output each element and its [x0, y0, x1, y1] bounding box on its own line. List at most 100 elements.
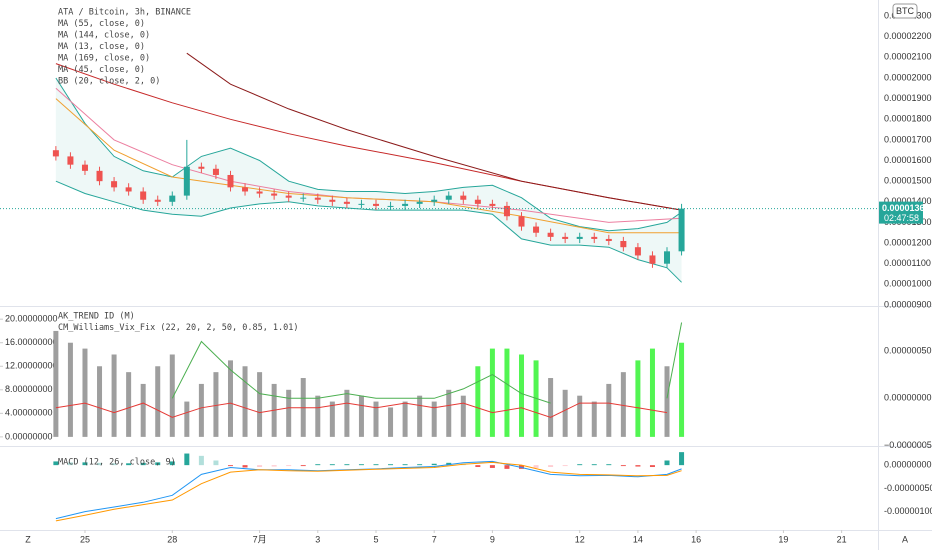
currency-label[interactable]: BTC	[896, 6, 915, 16]
macd-histogram-bar	[155, 462, 161, 466]
vix-bar	[460, 395, 466, 437]
tick-label: 0.00001800	[884, 114, 932, 124]
x-tick-label: 3	[315, 534, 320, 544]
legend-entry: AK_TREND ID (M)	[58, 312, 135, 322]
legend-entry: MACD (12, 26, close, 9)	[58, 458, 176, 468]
macd-histogram-bar	[184, 453, 190, 466]
macd-histogram-bar	[111, 463, 117, 466]
last-price-label: 0.00001367	[882, 203, 930, 213]
macd-histogram-bar	[664, 460, 670, 466]
tick-label: 0.00001900	[884, 93, 932, 103]
tick-label: 0.00000000	[884, 460, 932, 470]
x-tick-label: 21	[837, 534, 847, 544]
last-price-tag	[879, 201, 923, 224]
macd-histogram-bar	[562, 465, 568, 467]
vix-bar	[198, 383, 204, 437]
bollinger-lower	[55, 180, 682, 283]
legend-entry: MA (45, close, 0)	[58, 65, 145, 75]
tick-label: 8.00000000	[5, 384, 53, 394]
vix-bar	[417, 395, 423, 437]
vix-bar	[184, 401, 190, 437]
macd-histogram-bar	[53, 461, 59, 466]
vix-bar	[635, 360, 641, 437]
macd-histogram-bar	[591, 464, 597, 466]
legend-entry: MA (169, close, 0)	[58, 54, 150, 64]
corner-button[interactable]: A	[902, 534, 908, 544]
macd-histogram-bar	[402, 464, 408, 466]
tick-label: 0.00001000	[884, 279, 932, 289]
macd-histogram-bar	[257, 465, 263, 468]
candle-body	[343, 201, 350, 204]
vix-bar	[169, 354, 175, 437]
tick-label: 0.00000000	[5, 431, 53, 441]
macd-histogram-bar	[169, 461, 175, 466]
macd-histogram-bar	[431, 463, 437, 466]
x-tick-label: 25	[80, 534, 90, 544]
candle-body	[416, 201, 423, 204]
currency-button[interactable]	[892, 3, 918, 19]
tick-label: 0.00001100	[884, 258, 931, 268]
macd-histogram-bar	[373, 464, 379, 466]
tick-label: 16.00000000	[5, 337, 58, 347]
tick-label: 0.00001500	[884, 176, 932, 186]
tick-label: 0.00002000	[884, 72, 932, 82]
macd-histogram-bar	[446, 462, 452, 466]
candle-body	[460, 195, 467, 200]
candle-body	[489, 203, 496, 206]
vix-bar	[446, 389, 452, 437]
candle-body	[445, 195, 452, 200]
candle-body	[402, 203, 409, 206]
tick-label: 0.00000000	[884, 393, 932, 403]
candle-body	[111, 181, 118, 188]
candle-body	[664, 251, 671, 264]
macd-histogram-bar	[417, 464, 423, 466]
tick-label: -0.00000100	[884, 506, 932, 516]
macd-histogram-bar	[388, 464, 394, 466]
bollinger-fill	[55, 77, 682, 283]
candle-body	[256, 191, 263, 194]
candle-body	[329, 199, 336, 202]
macd-histogram-bar	[606, 464, 612, 466]
candle-body	[242, 187, 249, 192]
candle-body	[183, 166, 190, 196]
macd-histogram-bar	[489, 465, 495, 468]
vix-bar	[548, 378, 554, 437]
x-tick-label: 9	[490, 534, 495, 544]
candle-body	[314, 197, 321, 200]
vix-bar	[329, 401, 335, 437]
candle-body	[474, 199, 481, 204]
candle-body	[533, 226, 540, 233]
candle-body	[518, 216, 525, 227]
vix-bar	[344, 389, 350, 437]
vix-bar	[53, 330, 59, 437]
candle-body	[605, 238, 612, 242]
candle-body	[372, 203, 379, 206]
vix-bar	[489, 348, 495, 437]
tick-label: 4.00000000	[5, 408, 53, 418]
candle-body	[52, 150, 59, 157]
macd-histogram-bar	[577, 464, 583, 466]
tick-label: 0.00001700	[884, 134, 932, 144]
x-tick-label: 7	[432, 534, 437, 544]
tick-label: 20.00000000	[5, 314, 58, 324]
macd-histogram-bar	[198, 455, 204, 466]
tick-label: -0.00000050	[884, 483, 932, 493]
vix-bar	[373, 401, 379, 437]
macd-histogram-bar	[213, 460, 219, 466]
candle-body	[67, 156, 74, 165]
corner-button[interactable]: Z	[25, 534, 31, 544]
vix-bar	[591, 401, 597, 437]
vix-bar	[620, 372, 626, 437]
candle-body	[140, 191, 147, 200]
macd-histogram-bar	[286, 465, 292, 467]
vix-bar	[97, 366, 103, 437]
macd-histogram-bar	[475, 465, 481, 468]
tick-label: 0.00002200	[884, 31, 932, 41]
macd-histogram-bar	[635, 465, 641, 467]
legend-entry: MA (13, close, 0)	[58, 42, 145, 52]
candle-body	[591, 236, 598, 239]
macd-histogram-bar	[679, 452, 685, 466]
tick-label: 0.00002100	[884, 52, 932, 62]
macd-histogram-bar	[140, 462, 146, 466]
